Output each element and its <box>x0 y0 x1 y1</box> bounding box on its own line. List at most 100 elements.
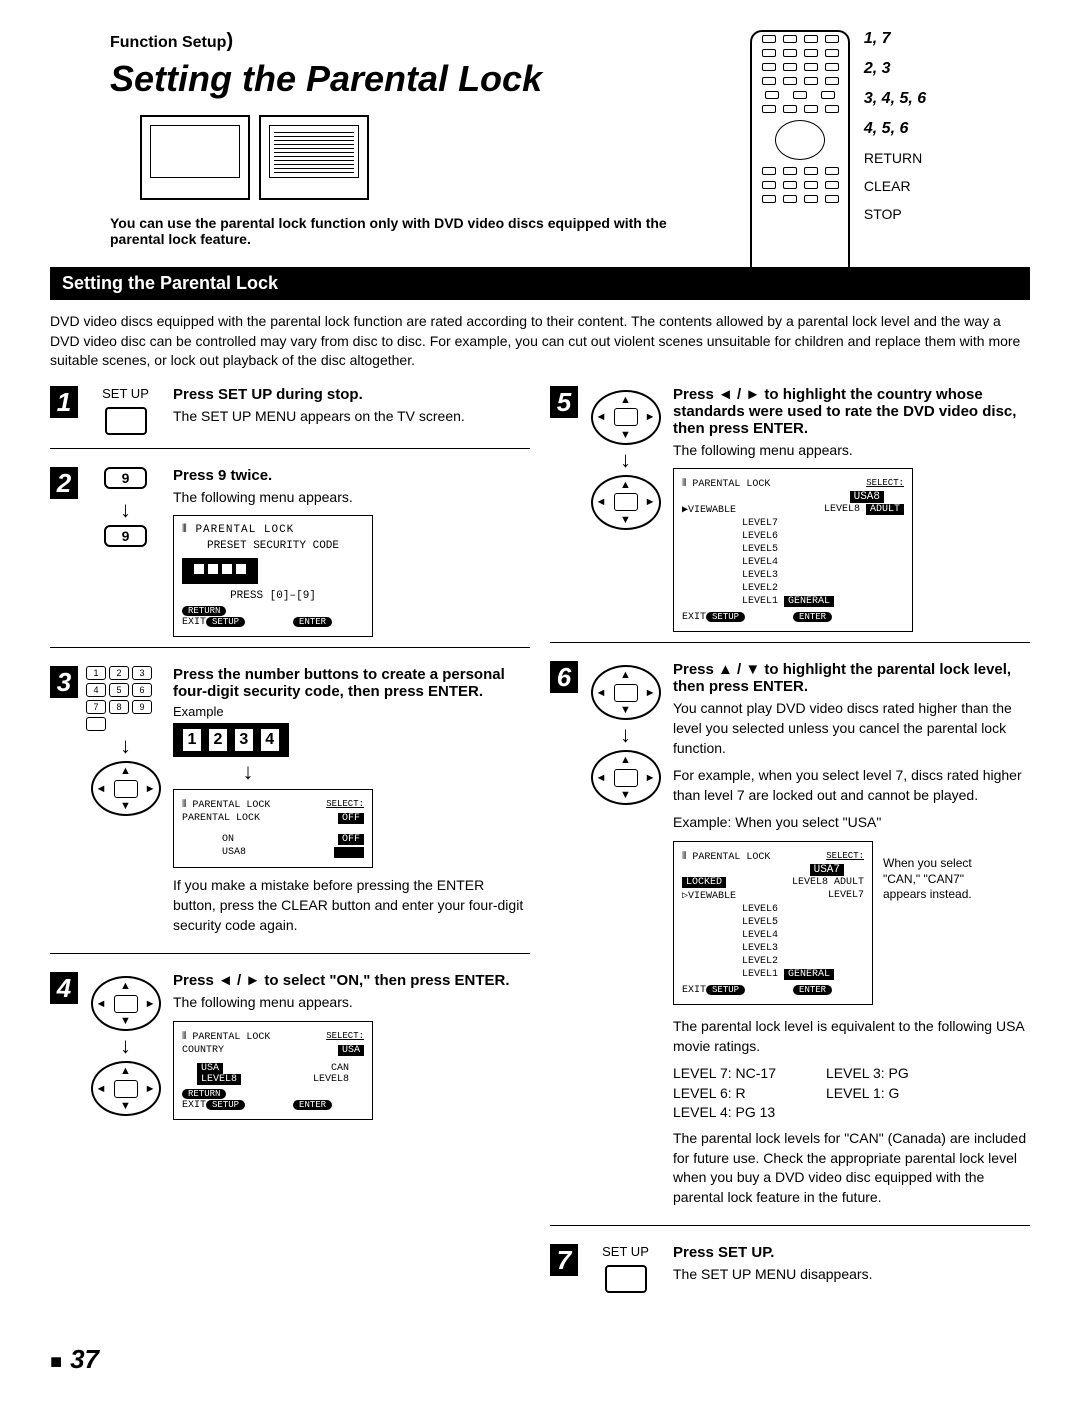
adult-label: ADULT <box>834 877 864 888</box>
select-label: SELECT: <box>326 1031 364 1043</box>
setup-button-icon <box>605 1265 647 1293</box>
step-3: 3 123 456 789 ↓ ▲▼ ◄► Press <box>50 666 530 954</box>
step-6-title: Press ▲ / ▼ to highlight the parental lo… <box>673 661 1030 695</box>
level-8: LEVEL8 <box>792 877 828 888</box>
step-3-menu: ⦀ PARENTAL LOCKSELECT: PARENTAL LOCKOFF … <box>173 789 373 868</box>
country-label: COUNTRY <box>182 1045 224 1056</box>
exit-label: EXIT <box>682 985 706 996</box>
number-buttons-icon: 123 456 789 <box>86 666 165 731</box>
level-item: LEVEL5 <box>742 916 864 929</box>
exit-label: EXIT <box>682 612 706 623</box>
step-6: 6 ▲▼ ◄► ↓ ▲▼ ◄► <box>550 661 1030 1226</box>
right-column: 5 ▲▼ ◄► ↓ ▲▼ ◄► <box>550 386 1030 1325</box>
down-arrow-icon: ↓ <box>586 724 665 746</box>
level-list: LEVEL7 LEVEL6 LEVEL5 LEVEL4 LEVEL3 LEVEL… <box>742 517 904 608</box>
down-arrow-icon: ↓ <box>86 499 165 521</box>
dpad-icon: ▲▼ ◄► <box>591 750 661 805</box>
select-label: SELECT: <box>326 799 364 811</box>
step-4-desc: The following menu appears. <box>173 993 530 1013</box>
step-5-menu: ⦀ PARENTAL LOCKSELECT: USA8 ▶VIEWABLELEV… <box>673 468 913 632</box>
steps-columns: 1 SET UP Press SET UP during stop. The S… <box>50 386 1030 1325</box>
select-label: SELECT: <box>826 851 864 863</box>
section-intro: DVD video discs equipped with the parent… <box>50 312 1030 371</box>
rating-item: LEVEL 4: PG 13 <box>673 1103 776 1123</box>
menu-title: PARENTAL LOCK <box>692 852 770 863</box>
button-9-icon: 9 <box>104 467 148 489</box>
exit-row: RETURN EXITSETUP ENTER <box>182 606 364 628</box>
remote-label-4: 4, 5, 6 <box>864 120 926 138</box>
enter-pill: ENTER <box>793 612 832 622</box>
digit-4: 4 <box>261 729 279 751</box>
rating-item: LEVEL 3: PG <box>826 1064 909 1084</box>
setup-label: SET UP <box>586 1244 665 1259</box>
ratings-row: LEVEL 7: NC-17 LEVEL 6: R LEVEL 4: PG 13… <box>673 1064 1030 1123</box>
remote-label-2: 2, 3 <box>864 60 926 78</box>
remote-body <box>750 30 850 280</box>
step-2-title: Press 9 twice. <box>173 467 530 484</box>
setup-pill: SETUP <box>206 1100 245 1110</box>
dpad-icon: ▲▼ ◄► <box>91 1061 161 1116</box>
level-item: LEVEL1 <box>742 596 778 607</box>
step-4-title: Press ◄ / ► to select "ON," then press E… <box>173 972 530 989</box>
adult-badge: ADULT <box>866 504 904 515</box>
level-item: LEVEL6 <box>742 903 864 916</box>
exit-row: RETURN EXITSETUP ENTER <box>182 1089 364 1111</box>
level-item: LEVEL6 <box>742 530 904 543</box>
viewable-label: VIEWABLE <box>688 505 736 516</box>
menu-title: PARENTAL LOCK <box>192 800 270 811</box>
level-item: LEVEL8 <box>824 504 860 515</box>
dpad-icon: ▲▼ ◄► <box>591 390 661 445</box>
step-number-2: 2 <box>50 467 78 499</box>
step-4-icon: ▲▼ ◄► ↓ ▲▼ ◄► <box>78 972 173 1120</box>
locked-label: LOCKED <box>682 877 726 888</box>
step-number-5: 5 <box>550 386 578 418</box>
step-6-desc2: For example, when you select level 7, di… <box>673 766 1030 805</box>
select-label: SELECT: <box>866 478 904 490</box>
intro-text: You can use the parental lock function o… <box>110 215 670 247</box>
on-label: ON <box>222 834 234 845</box>
exit-label: EXIT <box>182 617 206 628</box>
level8-a: LEVEL8 <box>197 1074 241 1085</box>
press-range: PRESS [0]–[9] <box>182 590 364 602</box>
left-column: 1 SET UP Press SET UP during stop. The S… <box>50 386 530 1325</box>
example-digits: 1 2 3 4 <box>173 723 289 757</box>
exit-label: EXIT <box>182 1100 206 1111</box>
menu-sub: PRESET SECURITY CODE <box>182 540 364 552</box>
enter-pill: ENTER <box>293 1100 332 1110</box>
down-arrow-icon: ↓ <box>86 1035 165 1057</box>
step-7-icon: SET UP <box>578 1244 673 1296</box>
equivalence-text: The parental lock level is equivalent to… <box>673 1017 1030 1056</box>
step-6-example-label: Example: When you select "USA" <box>673 813 1030 833</box>
remote-label-clear: CLEAR <box>864 178 926 194</box>
usa8-badge: USA8 <box>850 491 884 503</box>
enter-pill: ENTER <box>293 617 332 627</box>
step-7-title: Press SET UP. <box>673 1244 1030 1261</box>
dpad-icon: ▲▼ ◄► <box>591 475 661 530</box>
step-number-1: 1 <box>50 386 78 418</box>
level-item: LEVEL4 <box>742 556 904 569</box>
ratings-left: LEVEL 7: NC-17 LEVEL 6: R LEVEL 4: PG 13 <box>673 1064 776 1123</box>
can-option: CAN <box>331 1063 349 1074</box>
step-1-title: Press SET UP during stop. <box>173 386 530 403</box>
exit-row: EXITSETUP ENTER <box>682 985 864 996</box>
general-badge: GENERAL <box>784 596 834 607</box>
usa7-badge: USA7 <box>810 864 844 876</box>
button-9-icon: 9 <box>104 525 148 547</box>
level8-b: LEVEL8 <box>313 1074 349 1085</box>
dpad-icon: ▲▼ ◄► <box>591 665 661 720</box>
remote-label-return: RETURN <box>864 150 926 166</box>
step-6-menu: ⦀ PARENTAL LOCKSELECT: USA7 LOCKEDLEVEL8… <box>673 841 873 1005</box>
off-label: OFF <box>338 834 364 845</box>
down-arrow-icon: ↓ <box>586 449 665 471</box>
example-label: Example <box>173 704 530 719</box>
step-5: 5 ▲▼ ◄► ↓ ▲▼ ◄► <box>550 386 1030 644</box>
general-badge: GENERAL <box>784 969 834 980</box>
step-2: 2 9 ↓ 9 Press 9 twice. The following men… <box>50 467 530 649</box>
level-list: LEVEL6 LEVEL5 LEVEL4 LEVEL3 LEVEL2 LEVEL… <box>742 903 864 981</box>
step-5-title: Press ◄ / ► to highlight the country who… <box>673 386 1030 437</box>
exit-row: EXITSETUP ENTER <box>682 612 904 623</box>
step-3-icon: 123 456 789 ↓ ▲▼ ◄► <box>78 666 173 943</box>
usa-value: USA <box>338 1045 364 1056</box>
dpad-icon: ▲▼ ◄► <box>91 761 161 816</box>
step-4: 4 ▲▼ ◄► ↓ ▲▼ ◄► <box>50 972 530 1130</box>
